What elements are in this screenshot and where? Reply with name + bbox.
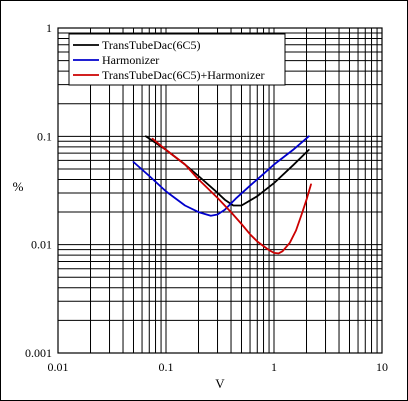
legend-label: TransTubeDac(6C5) <box>102 38 200 52</box>
y-tick-label: 1 <box>46 21 52 35</box>
x-tick-label: 0.01 <box>48 360 69 374</box>
series-lines <box>132 135 312 255</box>
x-tick-label: 0.1 <box>159 360 174 374</box>
x-axis-title: V <box>215 376 225 391</box>
legend-label: TransTubeDac(6C5)+Harmonizer <box>102 68 265 82</box>
x-tick-label: 10 <box>376 360 388 374</box>
series-line <box>151 137 312 255</box>
y-tick-label: 0.01 <box>31 238 52 252</box>
y-tick-label: 0.001 <box>25 346 52 360</box>
y-tick-label: 0.1 <box>37 129 52 143</box>
plot-frame <box>57 27 383 354</box>
legend-label: Harmonizer <box>102 53 159 67</box>
series-line <box>132 135 310 217</box>
legend: TransTubeDac(6C5)HarmonizerTransTubeDac(… <box>68 33 286 86</box>
x-tick-label: 1 <box>271 360 277 374</box>
legend-box <box>68 33 286 86</box>
y-axis-title: % <box>13 179 24 194</box>
